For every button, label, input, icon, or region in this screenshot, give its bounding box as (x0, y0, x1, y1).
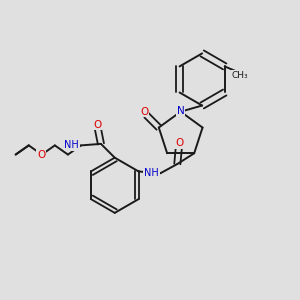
Text: O: O (93, 119, 101, 130)
Text: N: N (177, 106, 184, 116)
Text: O: O (175, 138, 183, 148)
Text: O: O (140, 106, 148, 117)
Text: O: O (37, 149, 45, 160)
Text: CH₃: CH₃ (232, 70, 248, 80)
Text: NH: NH (144, 168, 159, 178)
Text: NH: NH (64, 140, 79, 150)
